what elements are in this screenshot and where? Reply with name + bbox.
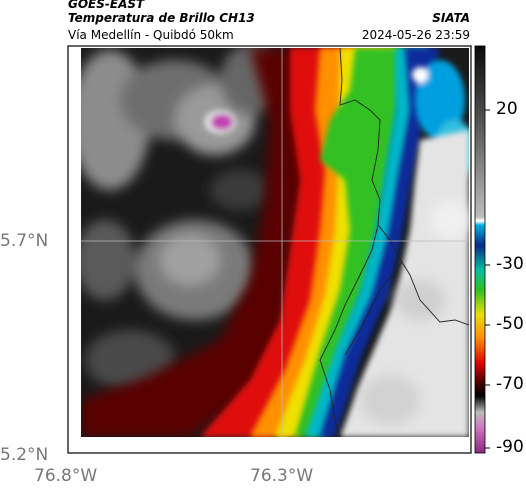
- colorbar-label-20: 20: [496, 99, 518, 119]
- colorbar-label-m70: -70: [496, 374, 524, 394]
- lon-tick-76-3: 76.3°W: [250, 466, 314, 486]
- map-frame: [67, 45, 472, 454]
- brightness-temperature-field: [81, 48, 469, 437]
- product-title: Temperatura de Brillo CH13: [68, 11, 255, 25]
- organization-label: SIATA: [432, 11, 470, 25]
- graticule: [81, 48, 469, 437]
- colorbar-label-m50: -50: [496, 314, 524, 334]
- department-boundaries: [319, 48, 469, 437]
- satellite-source: GOES-EAST: [68, 0, 145, 11]
- colorbar-label-m30: -30: [496, 254, 524, 274]
- colorbar-tick-marks: [485, 109, 490, 449]
- timestamp: 2024-05-26 23:59: [361, 28, 470, 42]
- lon-tick-76-8: 76.8°W: [34, 466, 98, 486]
- colorbar: [474, 45, 486, 454]
- lat-tick-5-7: 5.7°N: [0, 231, 49, 251]
- lat-tick-5-2: 5.2°N: [0, 445, 49, 465]
- region-subtitle: Vía Medellín - Quibdó 50km: [68, 28, 234, 42]
- colorbar-label-m90: -90: [496, 437, 524, 457]
